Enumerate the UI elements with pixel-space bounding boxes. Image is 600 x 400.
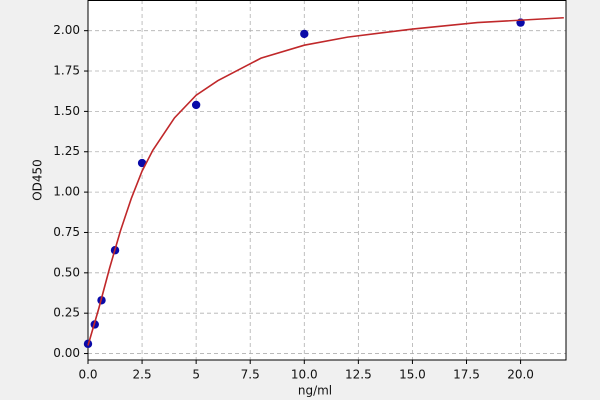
y-tick-label: 1.50	[53, 104, 80, 118]
x-tick-label: 10.0	[291, 368, 318, 382]
data-point	[137, 158, 147, 168]
x-tick-label: 2.5	[133, 368, 152, 382]
plot-frame	[87, 0, 567, 361]
y-tick-label: 1.25	[53, 144, 80, 158]
x-tick-label: 20.0	[507, 368, 534, 382]
x-tick-label: 15.0	[399, 368, 426, 382]
x-tick-label: 5	[192, 368, 200, 382]
fit-curve	[87, 16, 564, 346]
data-point	[191, 100, 201, 110]
y-tick-label: 0.50	[53, 265, 80, 279]
x-tick-label: 12.5	[345, 368, 372, 382]
plot-area	[88, 0, 566, 360]
y-tick-label: 1.75	[53, 64, 80, 78]
x-tick-label: 17.5	[453, 368, 480, 382]
x-tick-label: 0.0	[78, 368, 97, 382]
y-tick-label: 1.00	[53, 185, 80, 199]
x-axis-label: ng/ml	[298, 384, 332, 398]
y-tick-label: 0.25	[53, 306, 80, 320]
y-tick-label: 2.00	[53, 23, 80, 37]
data-point	[300, 29, 309, 39]
y-tick-label: 0.00	[53, 346, 80, 360]
y-tick-label: 0.75	[53, 225, 80, 239]
x-tick-label: 7.5	[241, 368, 260, 382]
y-axis-label: OD450	[31, 159, 45, 201]
